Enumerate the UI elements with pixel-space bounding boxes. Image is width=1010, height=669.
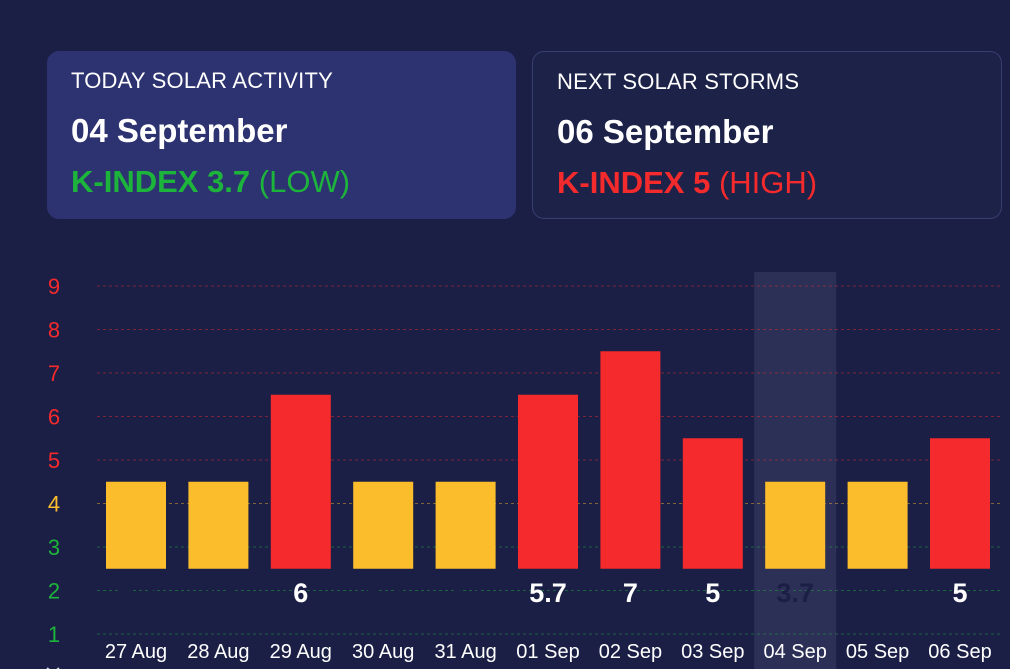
bar[interactable] — [188, 481, 249, 569]
bar-value-label: 3.7 — [859, 578, 897, 608]
bar[interactable] — [518, 394, 578, 569]
bar-value-label: 4.2 — [117, 578, 155, 608]
bar-value-label: 3.7 — [447, 578, 485, 608]
x-tick-label: 03 Sep — [681, 641, 744, 663]
x-tick-label: 27 Aug — [105, 641, 167, 663]
next-kindex: K-INDEX 5 (HIGH) — [557, 165, 977, 201]
bar[interactable] — [847, 481, 908, 569]
y-tick-label: 3 — [48, 535, 60, 560]
kindex-bar-chart: 1 2 3 4 5 6 7 8 9 4.2 4.1 6 4.3 3.7 5.7 7 5 3.7 3.7 5 27 A… — [48, 272, 1002, 669]
x-tick-label: 02 Sep — [599, 641, 662, 663]
today-date: 04 September — [71, 112, 288, 149]
y-tick-label: 4 — [48, 492, 60, 517]
bar-value-label: 4.3 — [364, 578, 402, 608]
y-tick-label: 5 — [48, 448, 60, 473]
bar-value-label: 6 — [293, 578, 308, 608]
bar[interactable] — [765, 481, 826, 569]
bar-value-label: 7 — [623, 578, 638, 608]
bar[interactable] — [270, 394, 331, 569]
x-tick-label: 30 Aug — [352, 641, 414, 663]
y-tick-label: 1 — [48, 622, 60, 647]
highlight-layer — [754, 272, 837, 669]
x-tick-label: 05 Sep — [846, 641, 909, 663]
bar[interactable] — [106, 481, 166, 569]
x-axis: 27 Aug 28 Aug 29 Aug 30 Aug 31 Aug 01 Sep 02 S… — [105, 641, 992, 663]
next-card-heading: NEXT SOLAR STORMS — [557, 69, 800, 94]
bar[interactable] — [435, 481, 496, 569]
next-solar-storms-card: NEXT SOLAR STORMS 06 September K-INDEX 5… — [532, 51, 1002, 219]
today-kindex: K-INDEX 3.7 (LOW) — [71, 164, 492, 200]
x-tick-label: 01 Sep — [516, 641, 579, 663]
y-tick-label: 8 — [48, 318, 60, 343]
x-tick-label: 04 Sep — [764, 641, 827, 663]
bar-value-label: 5 — [952, 578, 967, 608]
today-kindex-level: (LOW) — [258, 164, 351, 199]
y-axis: 1 2 3 4 5 6 7 8 9 — [48, 274, 60, 647]
today-card-heading: TODAY SOLAR ACTIVITY — [71, 68, 333, 93]
bar[interactable] — [600, 351, 661, 569]
bar[interactable] — [682, 438, 743, 569]
x-tick-label: 31 Aug — [434, 641, 496, 663]
next-kindex-value: K-INDEX 5 — [557, 165, 711, 200]
bar-value-label: 4.1 — [200, 578, 238, 608]
bars — [106, 351, 990, 569]
today-solar-activity-card: TODAY SOLAR ACTIVITY 04 September K-INDE… — [47, 51, 516, 219]
y-tick-label: 9 — [48, 274, 60, 299]
bar-value-label: 5.7 — [529, 578, 567, 608]
chevron-down-icon[interactable] — [44, 660, 62, 669]
x-tick-label: 28 Aug — [187, 641, 249, 663]
next-storm-date: 06 September — [557, 113, 774, 150]
bar-labels: 4.2 4.1 6 4.3 3.7 5.7 7 5 3.7 3.7 5 — [117, 578, 967, 608]
bar-value-label: 3.7 — [776, 578, 814, 608]
next-kindex-level: (HIGH) — [718, 165, 818, 200]
y-tick-label: 2 — [48, 579, 60, 604]
x-tick-label: 06 Sep — [928, 641, 991, 663]
bar[interactable] — [353, 481, 414, 569]
today-kindex-value: K-INDEX 3.7 — [71, 164, 251, 199]
x-tick-label: 29 Aug — [270, 641, 332, 663]
bar[interactable] — [930, 438, 990, 569]
bar-value-label: 5 — [705, 578, 720, 608]
current-day-highlight — [754, 272, 837, 669]
y-tick-label: 6 — [48, 405, 60, 430]
y-tick-label: 7 — [48, 361, 60, 386]
